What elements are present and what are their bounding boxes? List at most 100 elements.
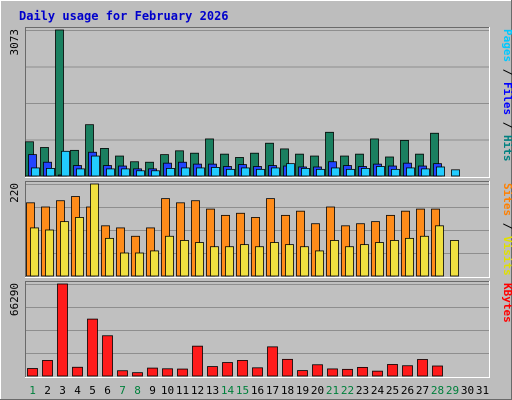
bar-sites-day-3 xyxy=(60,221,69,277)
day-tick-label: 28 xyxy=(431,384,444,397)
bar-sites-day-11 xyxy=(180,240,189,277)
day-tick-label: 5 xyxy=(89,384,96,397)
day-tick-label: 25 xyxy=(386,384,399,397)
bar-kbytes-day-21 xyxy=(327,368,338,377)
bar-sites-day-5 xyxy=(90,183,99,277)
bar-kbytes-day-8 xyxy=(132,372,143,377)
bar-kbytes-day-11 xyxy=(177,368,188,377)
day-tick-label: 9 xyxy=(149,384,156,397)
bar-kbytes-day-15 xyxy=(237,360,248,377)
bar-pages-day-26 xyxy=(406,167,415,177)
day-tick-label: 8 xyxy=(134,384,141,397)
bar-sites-day-1 xyxy=(30,227,39,277)
bar-sites-day-18 xyxy=(285,244,294,277)
bar-pages-day-23 xyxy=(361,167,370,177)
day-tick-label: 26 xyxy=(401,384,414,397)
bar-kbytes-day-18 xyxy=(282,358,293,377)
bar-pages-day-18 xyxy=(286,163,295,177)
bar-pages-day-16 xyxy=(256,168,265,177)
day-tick-label: 16 xyxy=(251,384,264,397)
bar-sites-day-15 xyxy=(240,244,249,277)
bar-pages-day-28 xyxy=(436,166,445,177)
panel-visits-max-label: 220 xyxy=(8,183,21,203)
legend-entry: Pages xyxy=(501,29,512,62)
day-tick-label: 6 xyxy=(104,384,111,397)
bar-sites-day-2 xyxy=(45,229,54,277)
day-tick-label: 22 xyxy=(341,384,354,397)
day-tick-label: 3 xyxy=(59,384,66,397)
bar-sites-day-19 xyxy=(300,246,309,277)
bar-sites-day-27 xyxy=(420,235,429,277)
bar-sites-day-9 xyxy=(150,250,159,277)
bar-pages-day-14 xyxy=(226,168,235,177)
day-tick-label: 12 xyxy=(191,384,204,397)
bar-sites-day-16 xyxy=(255,246,264,277)
bar-kbytes-day-2 xyxy=(42,360,53,377)
bar-kbytes-day-24 xyxy=(372,370,383,377)
bar-pages-day-19 xyxy=(301,167,310,177)
legend-entry: / xyxy=(501,115,512,135)
bar-sites-day-26 xyxy=(405,237,414,277)
bar-sites-day-6 xyxy=(105,237,114,277)
bar-pages-day-27 xyxy=(421,168,430,177)
bar-sites-day-28 xyxy=(435,225,444,277)
bar-pages-day-21 xyxy=(331,167,340,177)
bar-kbytes-day-3 xyxy=(57,283,68,377)
bar-sites-day-23 xyxy=(360,244,369,277)
bar-pages-day-25 xyxy=(391,168,400,177)
day-tick-label: 31 xyxy=(476,384,489,397)
panel-visits-legend: Sites / Visits xyxy=(501,183,512,276)
legend-entry: KBytes xyxy=(501,283,512,323)
day-tick-label: 7 xyxy=(119,384,126,397)
bar-kbytes-day-27 xyxy=(417,359,428,377)
bar-kbytes-day-13 xyxy=(207,366,218,377)
bar-pages-day-29 xyxy=(451,169,460,177)
bar-sites-day-21 xyxy=(330,240,339,277)
day-tick-label: 1 xyxy=(29,384,36,397)
legend-entry: Visits xyxy=(501,236,512,276)
day-tick-label: 23 xyxy=(356,384,369,397)
bar-kbytes-day-14 xyxy=(222,362,233,377)
bar-kbytes-day-7 xyxy=(117,370,128,377)
bar-pages-day-17 xyxy=(271,167,280,177)
day-tick-label: 10 xyxy=(161,384,174,397)
bar-kbytes-day-25 xyxy=(387,364,398,377)
bar-pages-day-24 xyxy=(376,166,385,177)
bar-kbytes-day-22 xyxy=(342,368,353,377)
bar-sites-day-22 xyxy=(345,246,354,277)
bar-pages-day-7 xyxy=(121,168,130,177)
bar-pages-day-6 xyxy=(106,168,115,177)
day-tick-label: 2 xyxy=(44,384,51,397)
bar-pages-day-1 xyxy=(31,167,40,177)
day-tick-label: 13 xyxy=(206,384,219,397)
bar-kbytes-day-19 xyxy=(297,370,308,377)
bar-kbytes-day-20 xyxy=(312,364,323,377)
bar-pages-day-15 xyxy=(241,167,250,177)
bar-kbytes-day-4 xyxy=(72,366,83,377)
bar-kbytes-day-16 xyxy=(252,367,263,377)
day-tick-label: 30 xyxy=(461,384,474,397)
bar-sites-day-7 xyxy=(120,252,129,277)
bar-pages-day-11 xyxy=(181,167,190,177)
day-tick-label: 19 xyxy=(296,384,309,397)
day-tick-label: 15 xyxy=(236,384,249,397)
bar-sites-day-4 xyxy=(75,217,84,277)
bar-sites-day-10 xyxy=(165,235,174,277)
bar-kbytes-day-26 xyxy=(402,365,413,377)
panel-kbytes-legend: KBytes xyxy=(501,283,512,323)
day-tick-label: 17 xyxy=(266,384,279,397)
legend-entry: Sites xyxy=(501,183,512,216)
panel-hits-max-label: 3073 xyxy=(8,29,21,56)
bar-sites-day-20 xyxy=(315,250,324,277)
panel-kbytes-max-label: 66290 xyxy=(8,283,21,316)
bar-kbytes-day-10 xyxy=(162,368,173,377)
legend-entry: Files xyxy=(501,82,512,115)
bar-pages-day-22 xyxy=(346,168,355,177)
bar-kbytes-day-9 xyxy=(147,367,158,377)
bar-kbytes-day-17 xyxy=(267,346,278,377)
day-tick-label: 18 xyxy=(281,384,294,397)
bar-pages-day-10 xyxy=(166,167,175,177)
bar-sites-day-12 xyxy=(195,242,204,277)
bar-pages-day-5 xyxy=(91,155,100,177)
